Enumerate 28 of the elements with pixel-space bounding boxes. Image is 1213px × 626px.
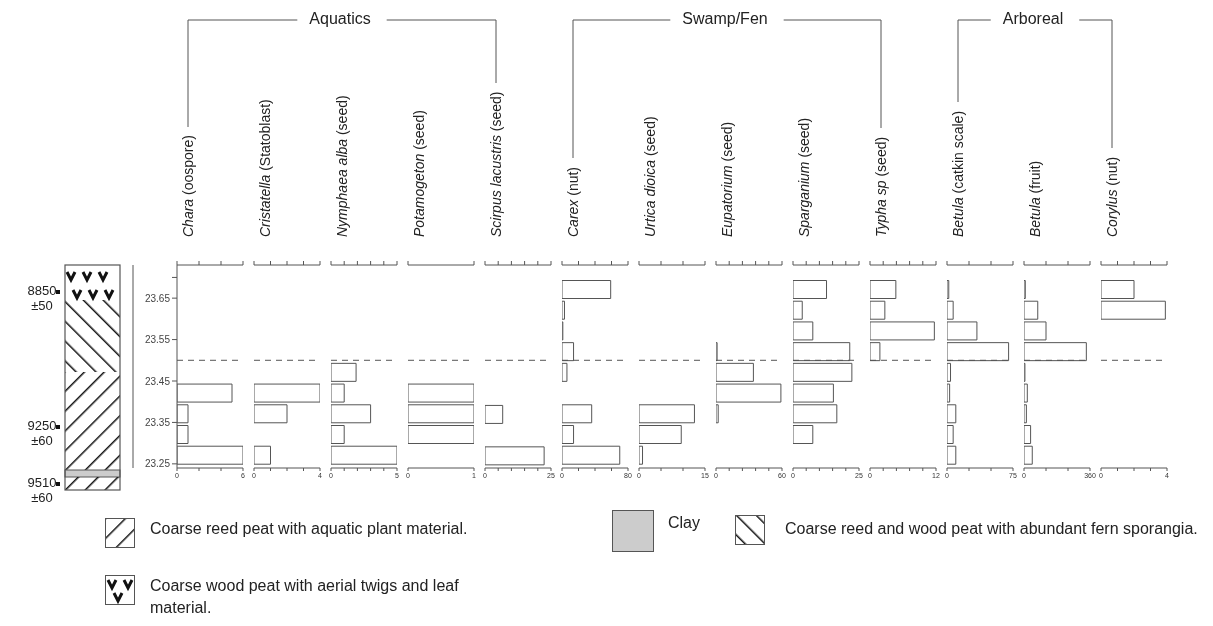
chart-title: Scirpus lacustris (seed) xyxy=(488,91,504,237)
text: Coarse wood peat with aerial twigs and leaf material. xyxy=(150,576,460,618)
text: Arboreal xyxy=(1002,10,1064,28)
text: Swamp/Fen xyxy=(682,10,768,28)
chart-title: Betula (fruit) xyxy=(1027,160,1043,237)
y-tick-label: 23.65 xyxy=(144,292,171,304)
chart-title: Corylus (nut) xyxy=(1104,156,1120,237)
chart-title: Typha sp (seed) xyxy=(873,136,889,237)
y-tick-label: 23.45 xyxy=(144,375,171,387)
chart-title: Nymphaea alba (seed) xyxy=(334,95,350,237)
chart-title: Sparganium (seed) xyxy=(796,117,812,237)
chart-title: Carex (nut) xyxy=(565,166,581,237)
text: Clay xyxy=(668,513,701,533)
y-tick-label: 23.55 xyxy=(144,334,171,346)
text: Coarse reed and wood peat with abundant fern sporangia. xyxy=(785,519,1199,539)
text: 9510 ±60 xyxy=(26,475,58,505)
y-tick-label: 23.35 xyxy=(144,416,171,428)
chart-title: Eupatorium (seed) xyxy=(719,121,735,237)
chart-title: Urtica dioica (seed) xyxy=(642,116,658,237)
chart-title: Cristatella (Statoblast) xyxy=(257,99,273,237)
text: 9250 ±60 xyxy=(26,418,58,448)
chart-title: Potamogeton (seed) xyxy=(411,110,427,237)
chart-title: Betula (catkin scale) xyxy=(950,110,966,237)
chart-title: Chara (oospore) xyxy=(180,135,196,237)
text: Aquatics xyxy=(309,10,371,28)
text: 8850 ±50 xyxy=(26,283,58,313)
y-tick-label: 23.25 xyxy=(144,458,171,470)
text: Coarse reed peat with aquatic plant material. xyxy=(150,519,469,539)
